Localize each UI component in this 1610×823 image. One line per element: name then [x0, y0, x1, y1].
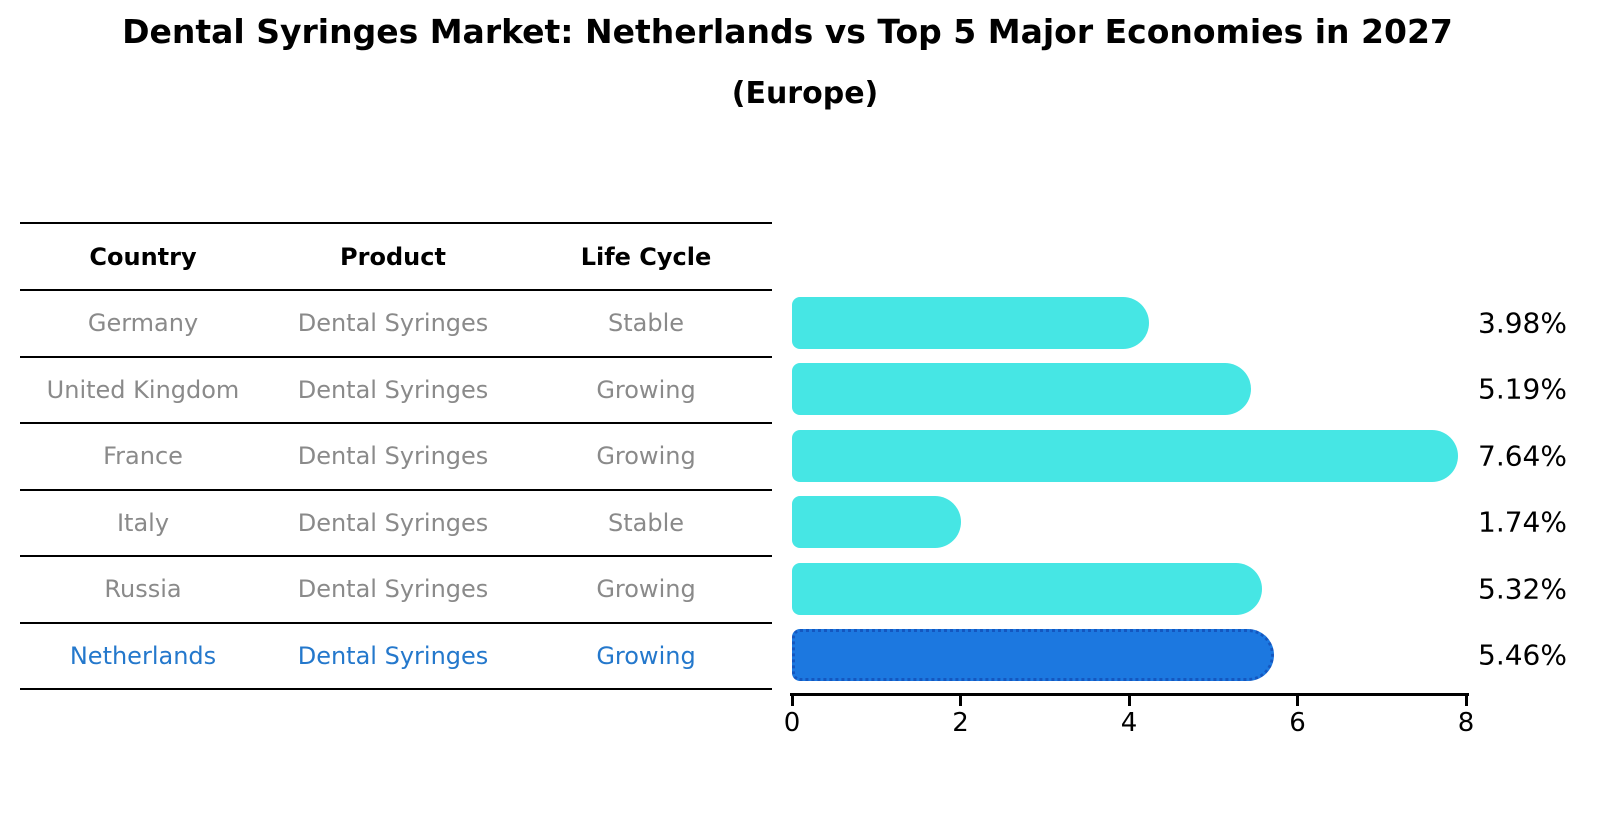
- bar-value-label: 3.98%: [1478, 306, 1567, 339]
- bar-value-label: 5.32%: [1478, 572, 1567, 605]
- bar-row: 5.46%: [792, 629, 1610, 681]
- table-cell-country: France: [103, 442, 183, 471]
- x-axis-tick: 2: [921, 696, 1001, 738]
- bar: [792, 562, 1263, 615]
- x-axis-line: [790, 693, 1469, 696]
- data-table: Country Product Life Cycle Germany Denta…: [20, 222, 772, 690]
- table-cell-country: Italy: [116, 508, 170, 537]
- x-axis-tick-label: 0: [783, 708, 801, 738]
- table-row: Germany Dental Syringes Stable: [20, 291, 772, 358]
- x-axis-tick: 0: [752, 696, 832, 738]
- table-row: France Dental Syringes Growing: [20, 424, 772, 491]
- table-cell-lifecycle: Growing: [596, 575, 696, 604]
- x-axis-tick-label: 8: [1457, 708, 1475, 738]
- x-axis-tick-label: 2: [952, 708, 969, 738]
- x-axis-tickmark: [790, 696, 794, 706]
- bar-value-label: 7.64%: [1478, 439, 1567, 472]
- x-axis-tick: 4: [1089, 696, 1169, 738]
- bar-row: 3.98%: [792, 296, 1610, 349]
- table-cell-lifecycle: Stable: [607, 309, 685, 338]
- bar-row: 7.64%: [792, 429, 1610, 482]
- table-cell-product: Dental Syringes: [297, 442, 489, 471]
- table-cell-lifecycle: Growing: [596, 442, 696, 471]
- bar-value-label: 1.74%: [1478, 505, 1567, 539]
- x-axis-tickmark: [959, 696, 962, 706]
- x-axis-tick-label: 6: [1289, 708, 1306, 738]
- table-cell-lifecycle: Growing: [596, 641, 696, 670]
- table-header-lifecycle: Life Cycle: [580, 242, 712, 271]
- table-cell-lifecycle: Stable: [607, 508, 685, 537]
- bar-value-label: 5.19%: [1478, 372, 1567, 406]
- x-axis-tick: 6: [1258, 696, 1338, 738]
- x-axis-tickmark: [1296, 696, 1299, 706]
- bar-row: 1.74%: [792, 496, 1610, 548]
- table-cell-product: Dental Syringes: [297, 641, 489, 670]
- x-axis-tickmark: [1464, 696, 1468, 706]
- table-cell-product: Dental Syringes: [297, 375, 489, 404]
- table-cell-product: Dental Syringes: [297, 508, 489, 537]
- bar: [792, 429, 1458, 482]
- chart-subtitle: (Europe): [731, 76, 879, 111]
- bar-row: 5.19%: [792, 363, 1610, 415]
- table-cell-country: Russia: [104, 575, 182, 604]
- x-axis-tick-label: 4: [1120, 708, 1138, 738]
- table-cell-product: Dental Syringes: [297, 309, 489, 338]
- x-axis-tick: 8: [1426, 696, 1506, 738]
- table-body: Germany Dental Syringes Stable United Ki…: [20, 291, 772, 690]
- table-row: Russia Dental Syringes Growing: [20, 557, 772, 624]
- table-row: Italy Dental Syringes Stable: [20, 491, 772, 557]
- bar-row: 5.32%: [792, 562, 1610, 615]
- table-header-country: Country: [89, 242, 197, 271]
- table-header-row: Country Product Life Cycle: [20, 224, 772, 291]
- table-cell-country: Germany: [87, 309, 199, 338]
- bar: [792, 496, 961, 548]
- table-row: Netherlands Dental Syringes Growing: [20, 624, 772, 690]
- table-cell-country: United Kingdom: [46, 375, 240, 404]
- table-cell-country: Netherlands: [69, 641, 217, 670]
- table-cell-lifecycle: Growing: [596, 375, 696, 404]
- x-axis-tickmark: [1127, 696, 1131, 706]
- table-row: United Kingdom Dental Syringes Growing: [20, 358, 772, 424]
- table-cell-product: Dental Syringes: [297, 575, 489, 604]
- chart-title: Dental Syringes Market: Netherlands vs T…: [122, 12, 1453, 51]
- bar: [792, 363, 1252, 415]
- bar-value-label: 5.46%: [1478, 638, 1567, 672]
- table-header-product: Product: [340, 242, 446, 271]
- bar: [792, 629, 1274, 681]
- bar: [792, 296, 1150, 349]
